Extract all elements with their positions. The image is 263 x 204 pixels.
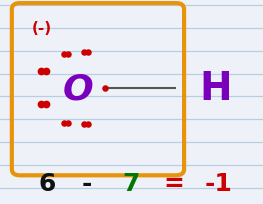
Text: -1: -1 bbox=[204, 172, 232, 196]
Point bbox=[39, 70, 43, 73]
Point bbox=[62, 53, 67, 57]
Text: 7: 7 bbox=[123, 172, 140, 196]
Text: O: O bbox=[62, 72, 93, 106]
Point bbox=[86, 51, 90, 55]
Text: 6: 6 bbox=[39, 172, 56, 196]
Text: =: = bbox=[163, 172, 184, 196]
Point bbox=[39, 102, 43, 106]
Point bbox=[66, 122, 70, 125]
Text: (-): (-) bbox=[32, 21, 52, 36]
Point bbox=[82, 123, 86, 126]
Point bbox=[66, 53, 70, 57]
Point bbox=[103, 87, 107, 90]
Point bbox=[62, 122, 67, 125]
Text: -: - bbox=[82, 172, 92, 196]
Text: H: H bbox=[199, 70, 232, 108]
Point bbox=[82, 51, 86, 55]
Point bbox=[44, 70, 48, 73]
Point bbox=[44, 102, 48, 106]
Point bbox=[86, 123, 90, 126]
